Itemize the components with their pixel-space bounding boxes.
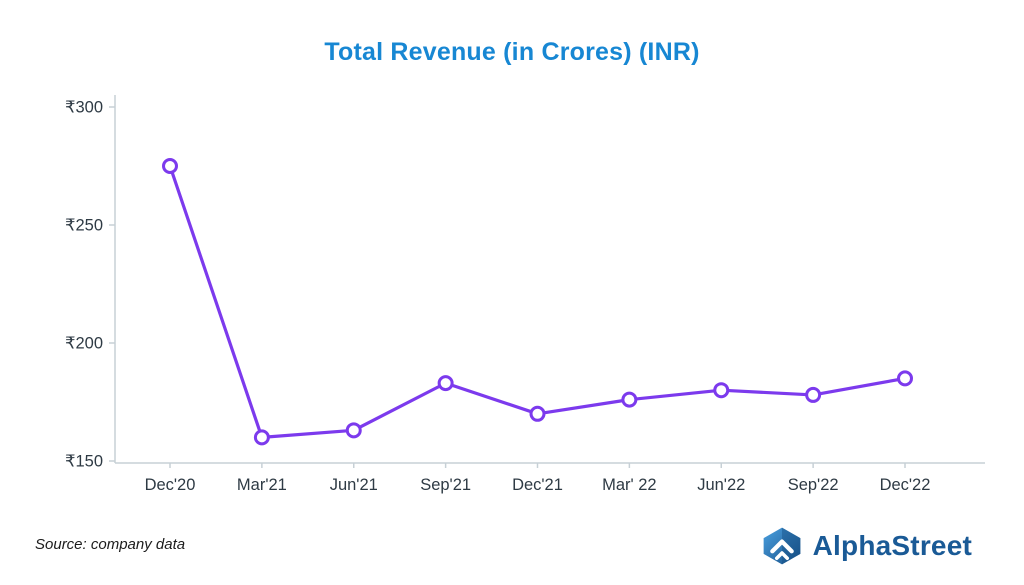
- x-axis-label: Jun'22: [697, 476, 745, 494]
- x-axis-label: Mar' 22: [602, 476, 657, 494]
- x-axis-label: Dec'21: [512, 476, 563, 494]
- revenue-point: [162, 158, 178, 174]
- revenue-line: [168, 164, 907, 439]
- revenue-point: [437, 375, 454, 392]
- revenue-point: [805, 386, 822, 403]
- alphastreet-logo-text: AlphaStreet: [812, 530, 972, 561]
- x-axis-label: Mar'21: [237, 476, 287, 494]
- y-axis-label: ₹200: [65, 335, 103, 353]
- y-axis-label: ₹150: [65, 453, 103, 471]
- alphastreet-logo-icon: [763, 527, 801, 565]
- x-axis-label: Sep'21: [420, 476, 471, 494]
- x-axis-label: Dec'20: [145, 476, 196, 494]
- x-axis-label: Jun'21: [330, 476, 378, 494]
- y-axis-label: ₹300: [65, 99, 103, 117]
- alphastreet-logo: AlphaStreet: [761, 525, 972, 567]
- revenue-point: [529, 405, 546, 422]
- revenue-point: [897, 370, 913, 387]
- revenue-point: [713, 382, 730, 399]
- chart-title: Total Revenue (in Crores) (INR): [324, 38, 700, 66]
- x-axis-label: Sep'22: [788, 476, 839, 494]
- revenue-point: [621, 391, 638, 408]
- x-axis-label: Dec'22: [880, 476, 931, 494]
- source-note: Source: company data: [35, 536, 186, 553]
- revenue-point: [345, 422, 362, 439]
- revenue-point: [253, 429, 270, 446]
- y-axis-label: ₹250: [65, 217, 103, 235]
